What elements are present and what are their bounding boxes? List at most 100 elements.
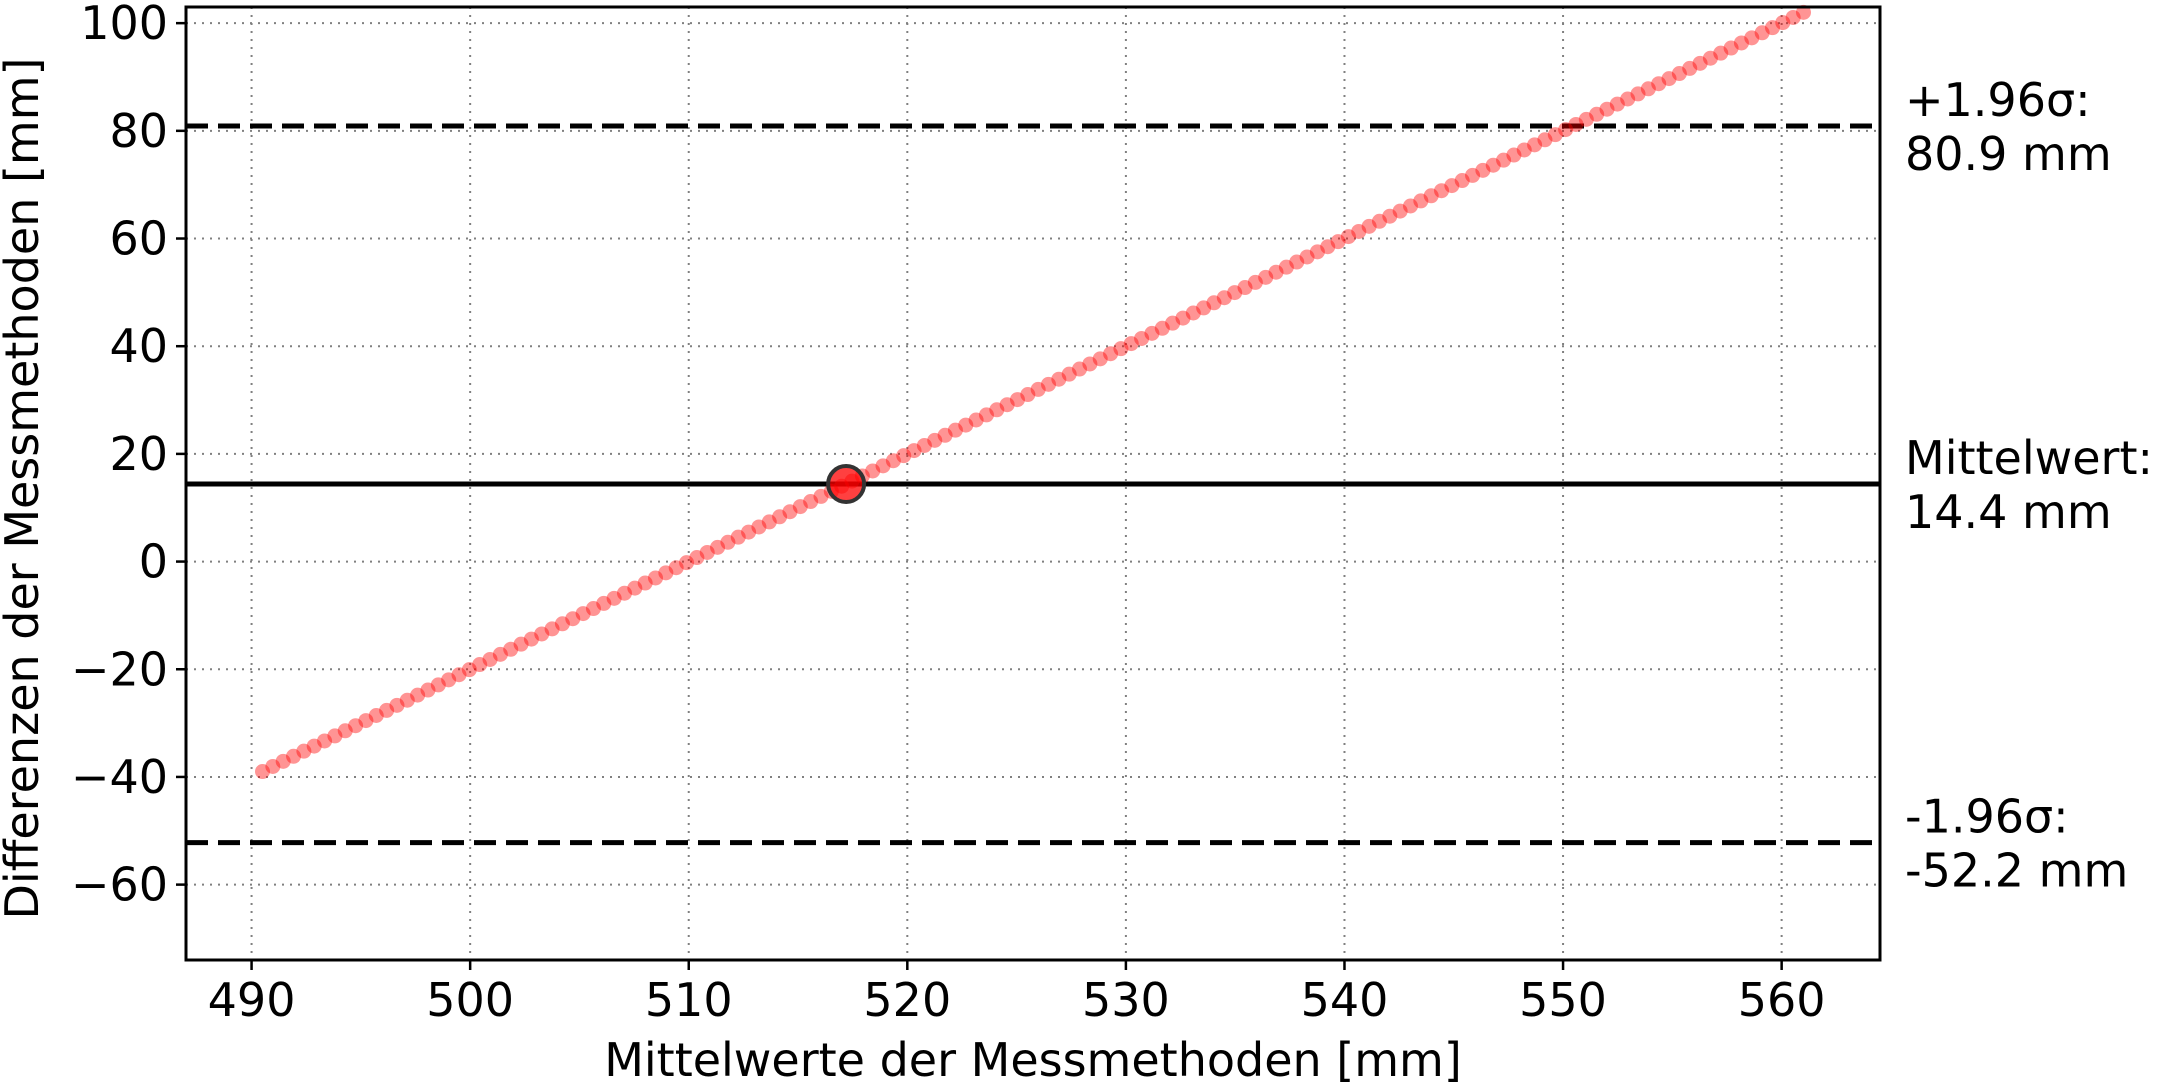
scatter-point xyxy=(1599,101,1615,117)
scatter-point xyxy=(937,427,953,443)
scatter-point xyxy=(1516,142,1532,158)
scatter-point xyxy=(430,677,446,693)
scatter-point xyxy=(348,718,364,734)
scatter-point xyxy=(947,422,963,438)
scatter-point xyxy=(1154,320,1170,336)
x-tick-label: 520 xyxy=(863,973,951,1027)
scatter-point xyxy=(513,636,529,652)
reference-label-value: -52.2 mm xyxy=(1905,844,2128,898)
scatter-point xyxy=(1144,325,1160,341)
scatter-point xyxy=(1785,9,1801,25)
scatter-point xyxy=(1713,45,1729,61)
scatter-point xyxy=(389,697,405,713)
scatter-point xyxy=(1764,20,1780,36)
scatter-point xyxy=(1775,15,1791,31)
plot-frame xyxy=(184,5,1882,962)
y-tick-label: −20 xyxy=(71,642,168,696)
y-tick-label: −40 xyxy=(71,750,168,804)
scatter-point xyxy=(1402,198,1418,214)
y-tick-label: 80 xyxy=(109,104,168,158)
scatter-point xyxy=(286,748,302,764)
scatter-point xyxy=(813,488,829,504)
scatter-point xyxy=(1185,305,1201,321)
tick-layer: 490 500 510 520 530 540 550 560 −60 −40 −20 0 20 40 60… xyxy=(71,0,1826,1027)
scatter-point xyxy=(906,443,922,459)
scatter-point xyxy=(306,738,322,754)
scatter-point xyxy=(1506,147,1522,163)
y-tick-label: 60 xyxy=(109,212,168,266)
scatter-point xyxy=(575,606,591,622)
reference-label-value: 14.4 mm xyxy=(1905,485,2112,539)
x-tick-label: 490 xyxy=(208,973,296,1027)
scatter-point xyxy=(730,529,746,545)
x-tick-label: 560 xyxy=(1738,973,1826,1027)
scatter-point xyxy=(1609,96,1625,112)
scatter-point xyxy=(1113,341,1129,357)
y-tick-label: 0 xyxy=(139,535,168,589)
scatter-point xyxy=(1589,106,1605,122)
scatter-point xyxy=(379,702,395,718)
scatter-point xyxy=(1423,188,1439,204)
scatter-point xyxy=(1744,30,1760,46)
x-tick-label: 540 xyxy=(1301,973,1389,1027)
scatter-point xyxy=(1092,351,1108,367)
scatter-point xyxy=(1103,346,1119,362)
scatter-point xyxy=(689,550,705,566)
scatter-point xyxy=(554,616,570,632)
reference-lines xyxy=(186,123,1880,846)
scatter-point xyxy=(761,514,777,530)
scatter-point xyxy=(1082,356,1098,372)
scatter-point xyxy=(1475,162,1491,178)
scatter-point xyxy=(1009,392,1025,408)
scatter-point xyxy=(1547,127,1563,143)
scatter-point xyxy=(1041,376,1057,392)
scatter-point xyxy=(648,570,664,586)
scatter-point xyxy=(989,402,1005,418)
scatter-point xyxy=(606,590,622,606)
y-tick-label: 20 xyxy=(109,427,168,481)
scatter-point xyxy=(1485,157,1501,173)
scatter-point xyxy=(1268,264,1284,280)
scatter-point xyxy=(596,595,612,611)
scatter-point xyxy=(916,437,932,453)
x-tick-label: 530 xyxy=(1082,973,1170,1027)
scatter-point xyxy=(275,753,291,769)
scatter-point xyxy=(668,560,684,576)
scatter-point xyxy=(875,458,891,474)
data-points xyxy=(255,4,1811,780)
scatter-point xyxy=(1723,40,1739,56)
y-tick-label: −60 xyxy=(71,858,168,912)
scatter-point xyxy=(1206,295,1222,311)
scatter-point xyxy=(1630,86,1646,102)
reference-label-value: 80.9 mm xyxy=(1905,127,2112,181)
scatter-point xyxy=(1340,229,1356,245)
scatter-point xyxy=(1175,310,1191,326)
scatter-point xyxy=(368,708,384,724)
scatter-point xyxy=(679,555,695,571)
scatter-point xyxy=(1278,259,1294,275)
scatter-point xyxy=(1444,178,1460,194)
x-axis-label: Mittelwerte der Messmethoden [mm] xyxy=(604,1033,1462,1087)
scatter-point xyxy=(482,651,498,667)
scatter-point xyxy=(958,417,974,433)
scatter-point xyxy=(492,646,508,662)
scatter-point xyxy=(1030,381,1046,397)
scatter-point xyxy=(1258,269,1274,285)
highlight-point xyxy=(826,464,867,505)
scatter-point xyxy=(585,601,601,617)
scatter-point xyxy=(337,723,353,739)
scatter-point xyxy=(1434,183,1450,199)
scatter-point xyxy=(1299,249,1315,265)
scatter-point xyxy=(1051,371,1067,387)
scatter-point xyxy=(1692,55,1708,71)
scatter-point xyxy=(1196,300,1212,316)
scatter-point xyxy=(1651,76,1667,92)
scatter-point xyxy=(616,585,632,601)
scatter-point xyxy=(1620,91,1636,107)
scatter-point xyxy=(1454,173,1470,189)
scatter-point xyxy=(255,764,271,780)
scatter-point xyxy=(410,687,426,703)
scatter-point xyxy=(1320,239,1336,255)
scatter-point xyxy=(544,621,560,637)
